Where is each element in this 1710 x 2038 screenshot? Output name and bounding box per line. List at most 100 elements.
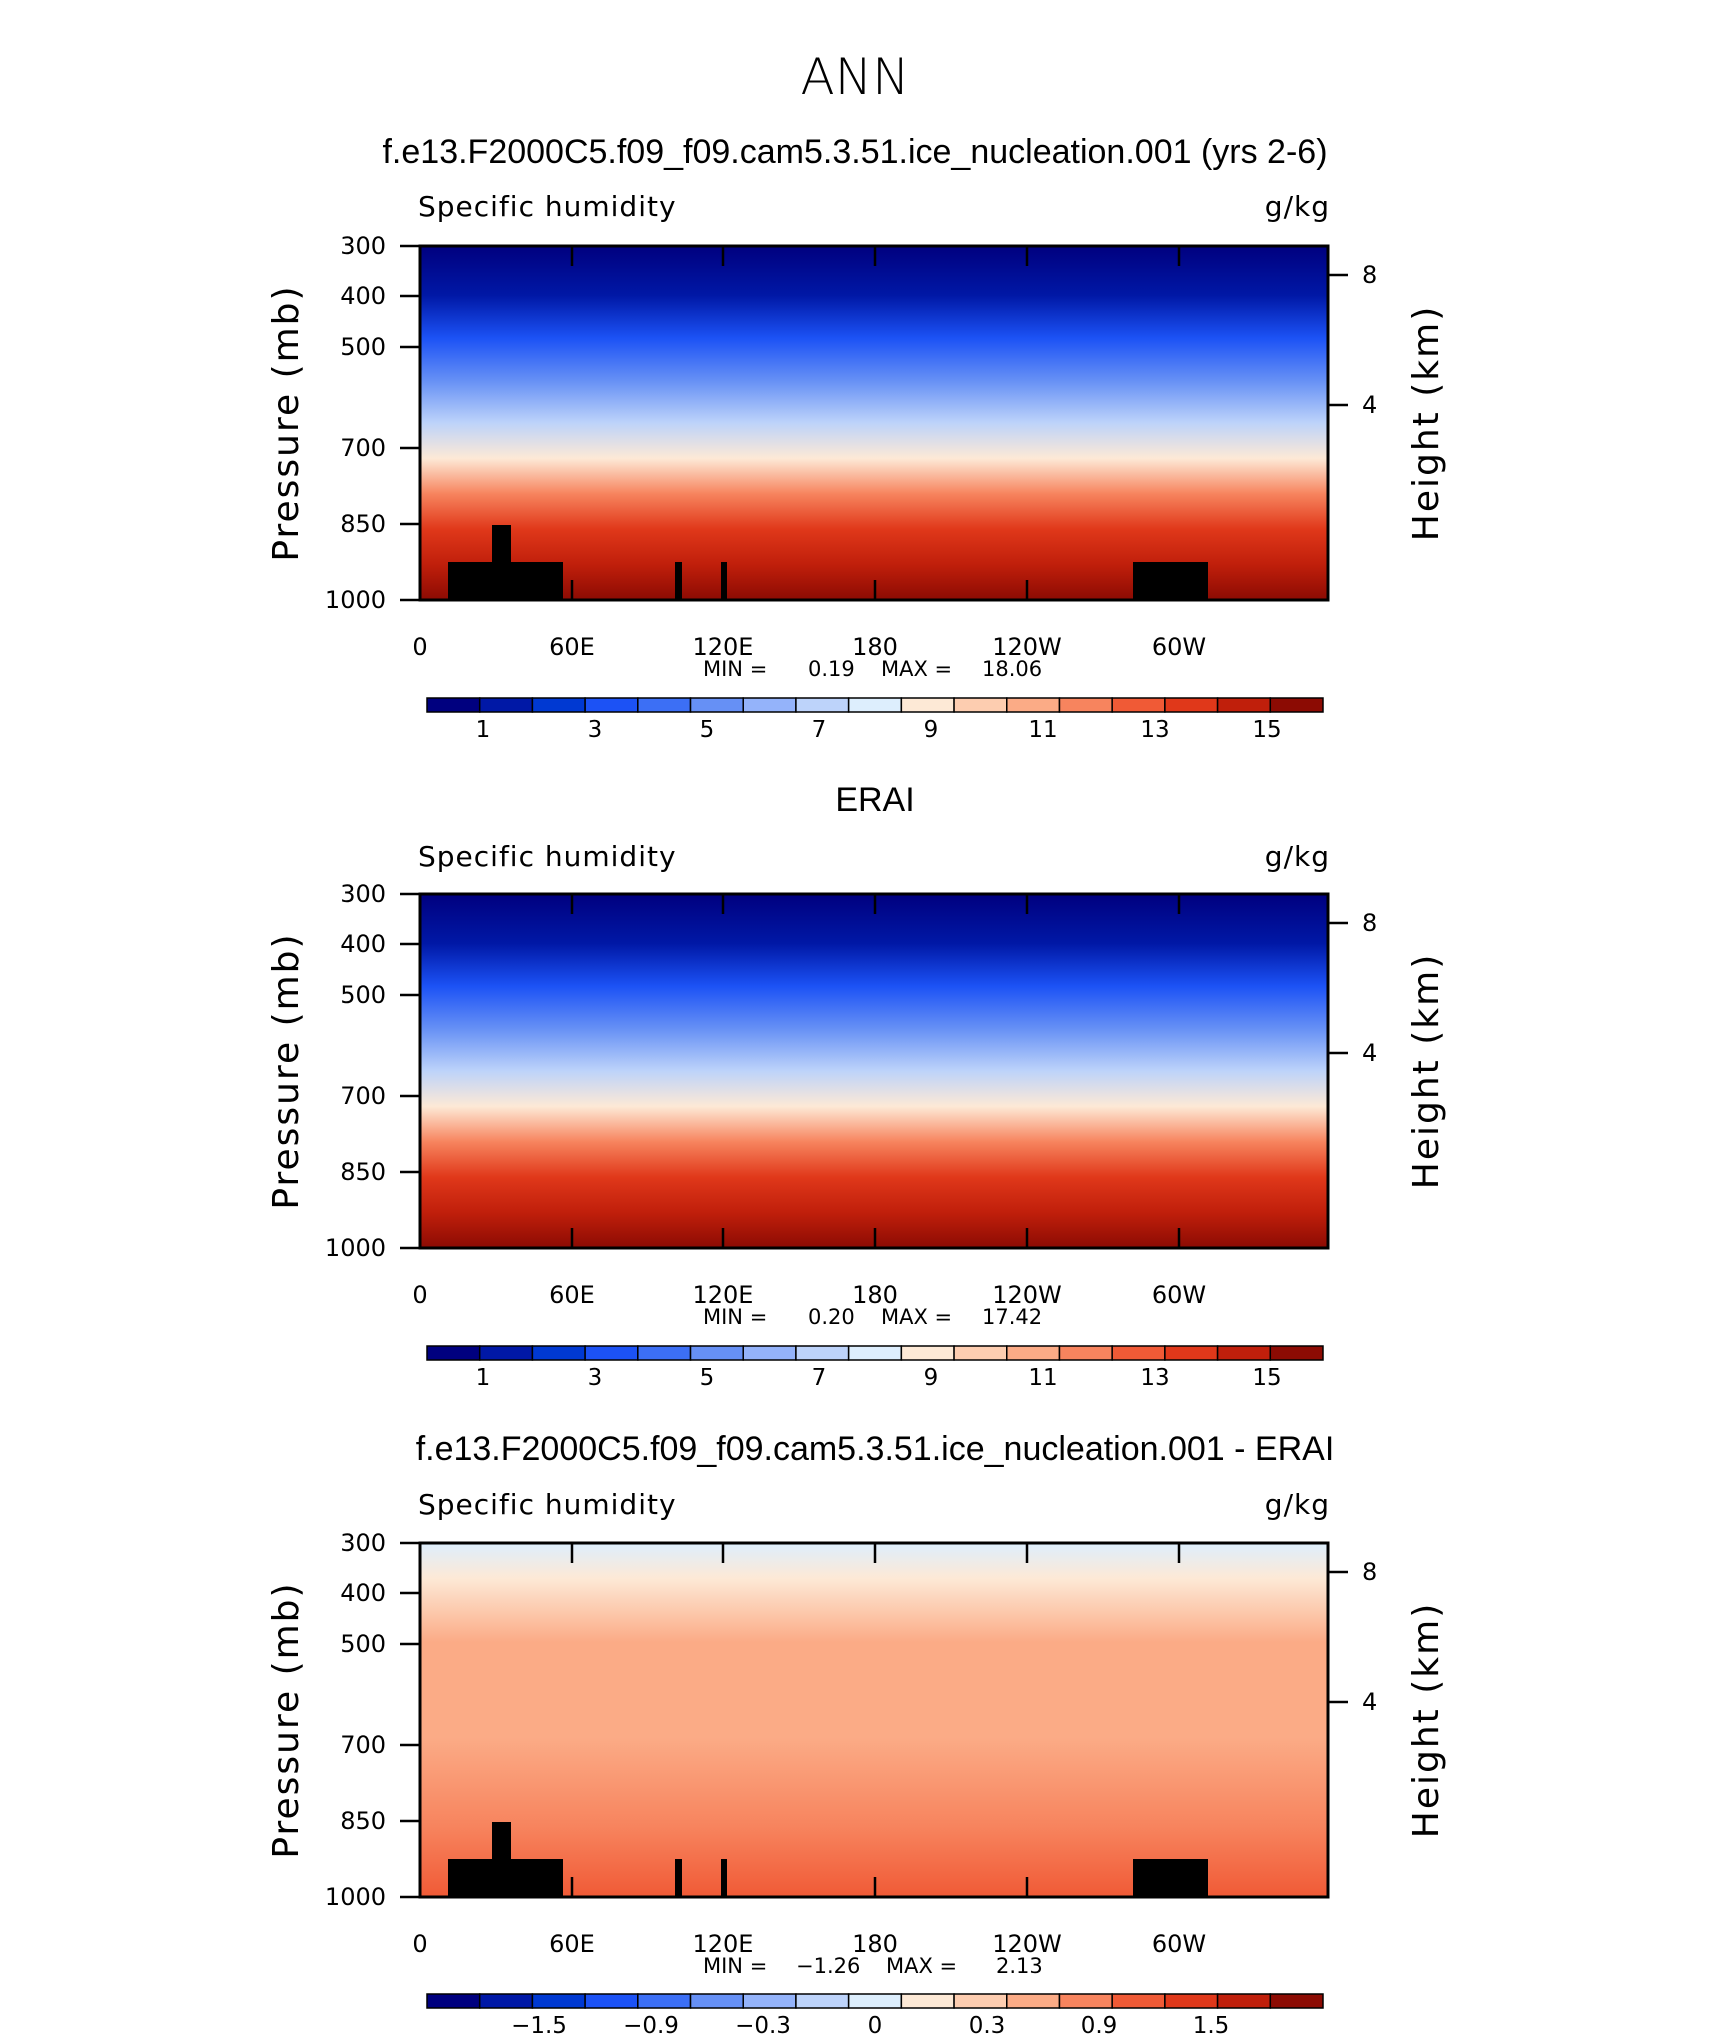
colorbar-label: 1: [476, 717, 491, 743]
y-tick-label: 700: [340, 434, 386, 462]
colorbar-swatch: [1164, 1345, 1219, 1361]
y-axis-title: Pressure (mb): [266, 1581, 307, 1858]
terrain-block: [1133, 1859, 1208, 1897]
min-label: MIN =: [703, 1305, 767, 1329]
panel-model: f.e13.F2000C5.f09_f09.cam5.3.51.ice_nucl…: [266, 133, 1447, 743]
colorbar-swatch: [1111, 697, 1166, 713]
colorbar-swatch: [531, 1345, 586, 1361]
y2-tick-label: 8: [1362, 909, 1377, 937]
colorbar-swatch: [1111, 1993, 1166, 2009]
y-tick-label: 500: [340, 333, 386, 361]
colorbar-swatch: [742, 697, 797, 713]
panel-diff: f.e13.F2000C5.f09_f09.cam5.3.51.ice_nucl…: [266, 1430, 1447, 2038]
x-tick-label: 120E: [693, 1930, 754, 1958]
terrain-mask: [448, 1822, 1208, 1897]
x-tick-label: 60W: [1152, 633, 1206, 661]
colorbar-label: 15: [1252, 717, 1281, 743]
variable-label: Specific humidity: [418, 190, 677, 223]
min-label: MIN =: [703, 657, 767, 681]
terrain-block: [492, 1822, 511, 1897]
colorbar-swatch: [953, 1993, 1008, 2009]
y-tick-label: 700: [340, 1082, 386, 1110]
y2-tick-label: 4: [1362, 391, 1377, 419]
x-tick-label: 180: [852, 1930, 898, 1958]
max-value: 2.13: [996, 1954, 1043, 1978]
colorbar-swatch: [795, 697, 850, 713]
x-tick-marks: [418, 894, 1330, 1248]
colorbar-swatch: [584, 1345, 639, 1361]
y2-tick-label: 4: [1362, 1688, 1377, 1716]
colorbar-swatch: [1006, 1993, 1061, 2009]
min-label: MIN =: [703, 1954, 767, 1978]
terrain-block: [675, 562, 682, 600]
panel-title: f.e13.F2000C5.f09_f09.cam5.3.51.ice_nucl…: [416, 1430, 1335, 1468]
variable-label: Specific humidity: [418, 840, 677, 873]
x-tick-label: 120E: [693, 633, 754, 661]
colorbar-label: −0.3: [735, 2013, 791, 2038]
x-tick-label: 0: [412, 1930, 427, 1958]
colorbar: [426, 697, 1324, 713]
x-tick-label: 180: [852, 1281, 898, 1309]
terrain-block: [675, 1859, 682, 1897]
colorbar-swatch: [637, 1993, 692, 2009]
y-tick-label: 1000: [325, 586, 386, 614]
min-value: 0.20: [808, 1305, 855, 1329]
x-tick-label: 120W: [992, 633, 1062, 661]
colorbar-label: 3: [588, 717, 603, 743]
colorbar-swatch: [478, 697, 534, 713]
colorbar-label: −0.9: [623, 2013, 679, 2038]
y2-tick-label: 8: [1362, 261, 1377, 289]
y-tick-marks: [400, 892, 1348, 1250]
units-label: g/kg: [1265, 1488, 1330, 1521]
y-tick-label: 400: [340, 1579, 386, 1607]
colorbar-label: 0.9: [1081, 2013, 1118, 2038]
colorbar-swatch: [900, 697, 955, 713]
colorbar-swatch: [1164, 697, 1219, 713]
colorbar-swatch: [1058, 1993, 1113, 2009]
plot-area: [420, 894, 1328, 1248]
variable-label: Specific humidity: [418, 1488, 677, 1521]
colorbar-swatch: [900, 1345, 955, 1361]
colorbar-swatch: [847, 1345, 903, 1361]
colorbar-label: 13: [1140, 1365, 1169, 1391]
y-tick-label: 400: [340, 930, 386, 958]
colorbar-swatch: [953, 1345, 1008, 1361]
units-label: g/kg: [1265, 190, 1330, 223]
colorbar-label: 3: [588, 1365, 603, 1391]
colorbar-label: 5: [700, 717, 715, 743]
panel-title: ERAI: [835, 781, 914, 819]
panel-obs: ERAI Specific humidity g/kg 0 60E 120E 1…: [266, 781, 1447, 1391]
colorbar-swatch: [795, 1993, 850, 2009]
colorbar-label: 0.3: [969, 2013, 1006, 2038]
y-tick-label: 850: [340, 1807, 386, 1835]
y2-tick-label: 8: [1362, 1558, 1377, 1586]
colorbar-swatch: [742, 1993, 797, 2009]
max-label: MAX =: [881, 657, 952, 681]
colorbar-swatch: [426, 1993, 481, 2009]
colorbar: [426, 1345, 1324, 1361]
colorbar-swatch: [584, 1993, 639, 2009]
colorbar-label: 11: [1028, 1365, 1057, 1391]
panel-title: f.e13.F2000C5.f09_f09.cam5.3.51.ice_nucl…: [382, 133, 1327, 171]
colorbar-swatch: [478, 1345, 534, 1361]
x-tick-label: 0: [412, 1281, 427, 1309]
colorbar-swatch: [1164, 1993, 1219, 2009]
plot-area: [420, 246, 1328, 600]
colorbar-label: 7: [812, 717, 827, 743]
y-tick-label: 850: [340, 1158, 386, 1186]
y2-tick-label: 4: [1362, 1039, 1377, 1067]
x-tick-label: 120W: [992, 1930, 1062, 1958]
x-tick-marks: [418, 1543, 1330, 1897]
x-tick-marks: [418, 246, 1330, 600]
y-tick-label: 300: [340, 880, 386, 908]
y-tick-label: 700: [340, 1731, 386, 1759]
x-tick-label: 60E: [549, 1930, 595, 1958]
colorbar-swatch: [689, 697, 744, 713]
y-axis-title: Pressure (mb): [266, 932, 307, 1209]
min-value: 0.19: [808, 657, 855, 681]
colorbar-swatch: [1216, 1345, 1272, 1361]
max-value: 18.06: [982, 657, 1042, 681]
y-tick-label: 300: [340, 232, 386, 260]
colorbar-swatch: [900, 1993, 955, 2009]
